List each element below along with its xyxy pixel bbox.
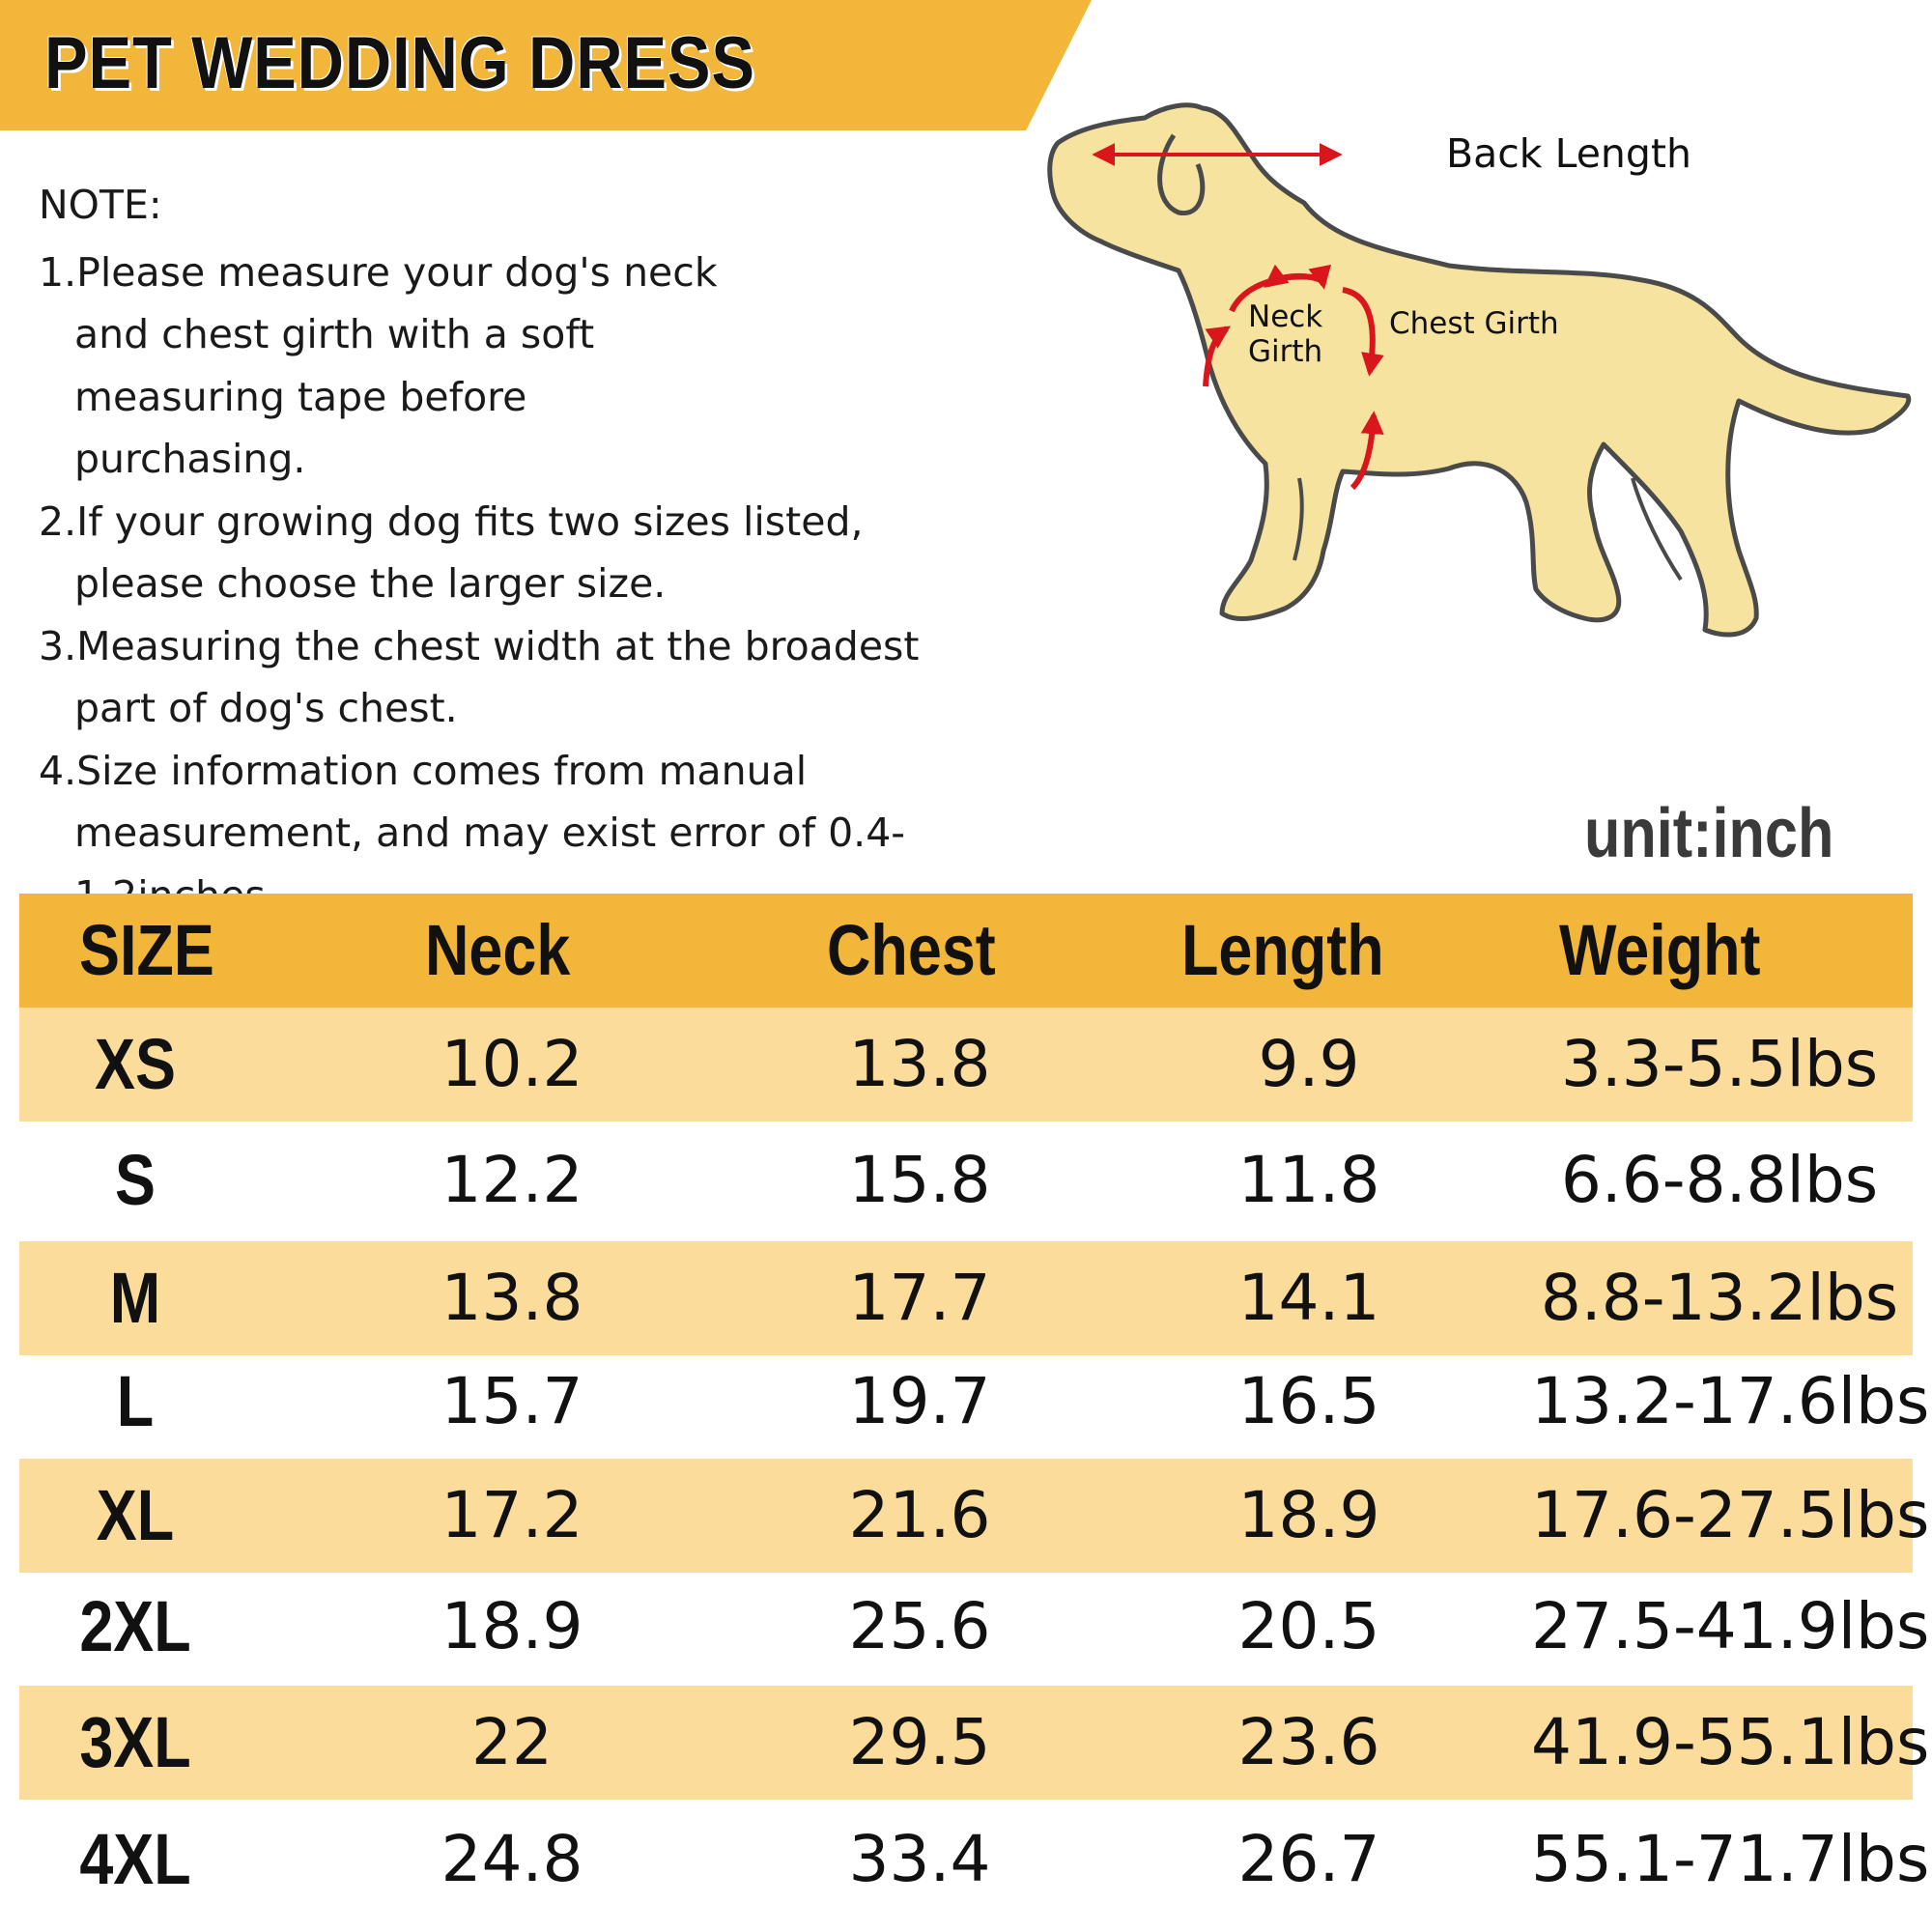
note-item-2: 2.If your growing dog fits two sizes lis… [39, 497, 864, 608]
title-banner [0, 0, 1092, 130]
length-cell: 11.8 [1237, 1143, 1380, 1217]
neck-cell: 12.2 [440, 1143, 583, 1217]
unit-label: unit:inch [1584, 795, 1834, 872]
weight-cell: 3.3-5.5lbs [1560, 1027, 1879, 1101]
weight-cell: 17.6-27.5lbs [1531, 1478, 1930, 1552]
size-cell: M [109, 1258, 161, 1338]
page-title: PET WEDDING DRESS [44, 22, 755, 104]
length-cell: 23.6 [1237, 1705, 1380, 1779]
back-length-text: Back Length [1446, 130, 1691, 177]
dog-silhouette [1047, 102, 1912, 638]
neck-girth-label-1: Neck [1248, 299, 1322, 334]
notes-section: NOTE: 1.Please measure your dog's neck a… [39, 174, 966, 926]
neck-girth-label-2: Girth [1248, 334, 1322, 369]
length-cell: 26.7 [1237, 1822, 1380, 1896]
length-cell: 16.5 [1237, 1364, 1380, 1438]
chest-cell: 25.6 [848, 1589, 991, 1663]
neck-cell: 17.2 [440, 1478, 583, 1552]
size-cell: S [115, 1140, 156, 1220]
chest-cell: 19.7 [848, 1364, 991, 1438]
size-cell: L [116, 1361, 155, 1441]
chest-cell: 33.4 [848, 1822, 991, 1896]
weight-cell: 13.2-17.6lbs [1531, 1364, 1930, 1438]
table-row: M 13.8 17.7 14.1 8.8-13.2lbs [19, 1241, 1913, 1355]
chest-cell: 21.6 [848, 1478, 991, 1552]
weight-cell: 6.6-8.8lbs [1560, 1143, 1879, 1217]
header-size: SIZE [79, 910, 214, 990]
header-length: Length [1181, 910, 1384, 990]
notes-heading: NOTE: [39, 182, 162, 228]
weight-cell: 27.5-41.9lbs [1531, 1589, 1930, 1663]
note-item-3: 3.Measuring the chest width at the broad… [39, 622, 920, 732]
neck-cell: 22 [471, 1705, 553, 1779]
table-row: 3XL 22 29.5 23.6 41.9-55.1lbs [19, 1686, 1930, 1800]
neck-cell: 15.7 [440, 1364, 583, 1438]
chest-cell: 17.7 [848, 1261, 991, 1335]
length-cell: 20.5 [1237, 1589, 1380, 1663]
table-row: 2XL 18.9 25.6 20.5 27.5-41.9lbs [19, 1570, 1930, 1684]
chest-girth-label: Chest Girth [1389, 306, 1559, 341]
table-row: L 15.7 19.7 16.5 13.2-17.6lbs [19, 1348, 1930, 1456]
length-cell: 14.1 [1237, 1261, 1380, 1335]
size-cell: XL [96, 1475, 175, 1555]
length-cell: 18.9 [1237, 1478, 1380, 1552]
length-cell: 9.9 [1258, 1027, 1360, 1101]
neck-cell: 10.2 [440, 1027, 583, 1101]
dog-measurement-diagram: Back Length Neck Girth Chest Girth [1043, 97, 1922, 734]
table-row: XS 10.2 13.8 9.9 3.3-5.5lbs [19, 1008, 1913, 1122]
table-row: 4XL 24.8 33.4 26.7 55.1-71.7lbs [19, 1802, 1930, 1918]
size-cell: XS [95, 1024, 176, 1104]
chest-cell: 29.5 [848, 1705, 991, 1779]
neck-cell: 18.9 [440, 1589, 583, 1663]
weight-cell: 8.8-13.2lbs [1540, 1261, 1899, 1335]
size-cell: 2XL [79, 1586, 191, 1666]
note-item-1: 1.Please measure your dog's neck and che… [39, 248, 718, 483]
note-item-4: 4.Size information comes from manual mea… [39, 747, 906, 919]
size-cell: 4XL [79, 1819, 191, 1899]
header-chest: Chest [827, 910, 996, 990]
chest-cell: 15.8 [848, 1143, 991, 1217]
table-row: S 12.2 15.8 11.8 6.6-8.8lbs [19, 1123, 1913, 1237]
chest-girth-arrow [1342, 287, 1384, 377]
table-header: SIZE Neck Chest Length Weight [19, 894, 1913, 1008]
size-cell: 3XL [79, 1702, 191, 1782]
neck-cell: 24.8 [440, 1822, 583, 1896]
table-row: XL 17.2 21.6 18.9 17.6-27.5lbs [19, 1459, 1930, 1573]
weight-cell: 55.1-71.7lbs [1531, 1822, 1930, 1896]
weight-cell: 41.9-55.1lbs [1531, 1705, 1930, 1779]
chest-cell: 13.8 [848, 1027, 991, 1101]
header-neck: Neck [425, 910, 571, 990]
neck-cell: 13.8 [440, 1261, 583, 1335]
header-weight: Weight [1559, 910, 1761, 990]
